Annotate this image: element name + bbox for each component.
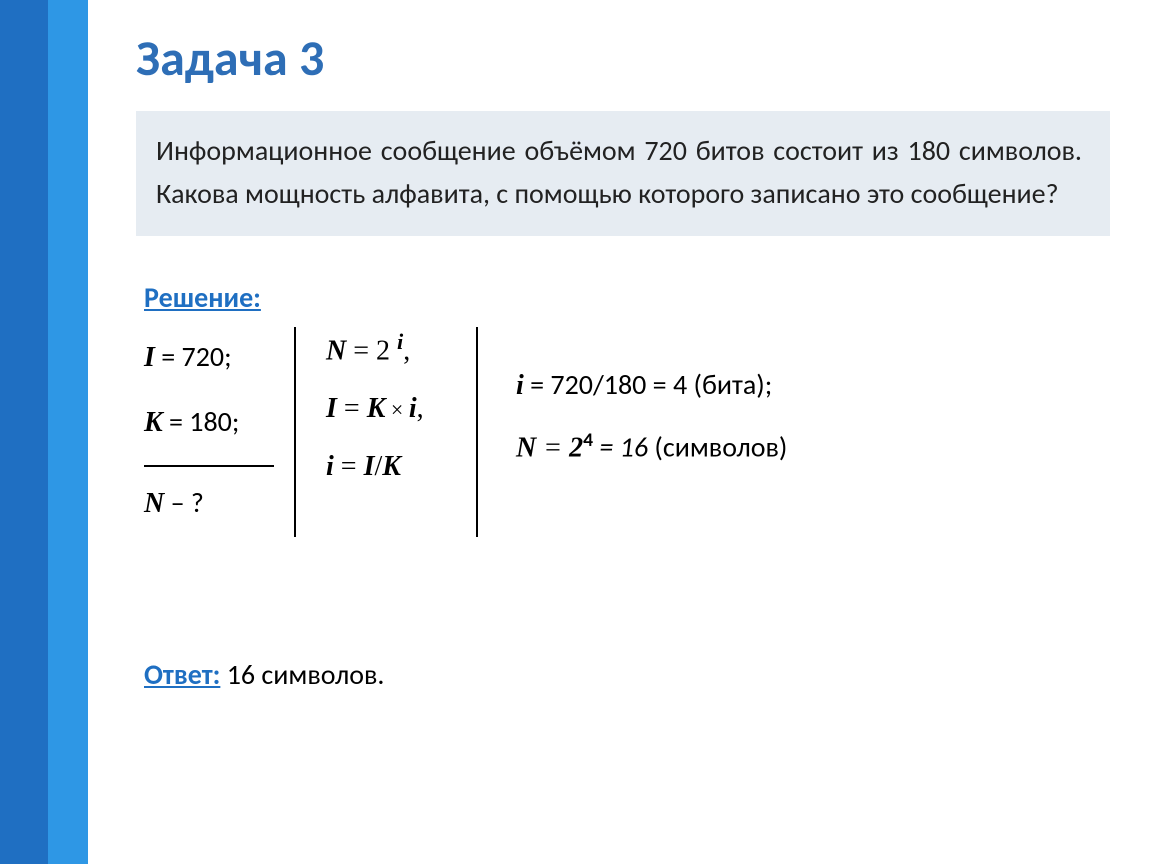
- left-bar-light: [48, 0, 88, 864]
- formula-1: N = 2 i,: [326, 329, 466, 367]
- left-bar-dark: [0, 0, 48, 864]
- given-N-val: – ?: [164, 485, 204, 520]
- f1-lhs: N: [326, 335, 346, 366]
- f1-tail: ,: [403, 335, 410, 366]
- calculations-column: i = 720/180 = 4 (бита); N = 24 = 16 (сим…: [478, 339, 787, 490]
- answer: Ответ: 16 символов.: [144, 657, 1110, 692]
- c2-exp: 4: [583, 428, 593, 452]
- answer-text: 16 символов.: [220, 657, 384, 692]
- f2-times: ×: [385, 397, 408, 422]
- c2-eq: =: [536, 432, 569, 463]
- given-N: N – ?: [144, 485, 284, 520]
- f2-b: i: [409, 393, 417, 424]
- problem-statement: Информационное сообщение объёмом 720 бит…: [136, 111, 1110, 236]
- f3-b: K: [382, 451, 401, 482]
- given-K-var: K: [144, 407, 163, 438]
- f3-a: I: [364, 451, 375, 482]
- given-N-var: N: [144, 488, 164, 519]
- f2-eq: =: [337, 393, 367, 424]
- c1-rest: = 720/180 = 4 (бита);: [524, 367, 772, 402]
- given-K: K = 180;: [144, 404, 284, 439]
- given-I: I = 720;: [144, 339, 284, 374]
- formula-3: i = I/K: [326, 451, 466, 483]
- formulas-column: N = 2 i, I = K × i, i = I/K: [296, 339, 476, 483]
- calc-2: N = 24 = 16 (символов): [516, 428, 787, 464]
- f2-a: K: [367, 393, 386, 424]
- slide-title: Задача 3: [136, 28, 1110, 89]
- given-I-val: = 720;: [155, 339, 232, 374]
- formula-2: I = K × i,: [326, 393, 466, 425]
- f2-tail: ,: [417, 393, 424, 424]
- c2-rest: (символов): [648, 429, 787, 464]
- given-divider: [144, 465, 274, 467]
- given-K-val: = 180;: [163, 404, 240, 439]
- given-I-var: I: [144, 342, 155, 373]
- f2-lhs: I: [326, 393, 337, 424]
- answer-label: Ответ:: [144, 657, 220, 692]
- solution-label: Решение:: [144, 280, 1110, 315]
- c1-var: i: [516, 370, 524, 401]
- f3-eq: =: [334, 451, 364, 482]
- slide-content: Задача 3 Информационное сообщение объёмо…: [88, 0, 1150, 692]
- given-column: I = 720; K = 180; N – ?: [144, 339, 294, 520]
- calc-1: i = 720/180 = 4 (бита);: [516, 367, 787, 402]
- c2-base: 2: [569, 432, 583, 463]
- c2-var: N: [516, 432, 536, 463]
- f3-lhs: i: [326, 451, 334, 482]
- solution-area: I = 720; K = 180; N – ? N = 2 i, I = K ×…: [144, 339, 1110, 537]
- c2-rest-italic: = 16: [593, 429, 648, 464]
- f1-eq: = 2: [346, 335, 397, 366]
